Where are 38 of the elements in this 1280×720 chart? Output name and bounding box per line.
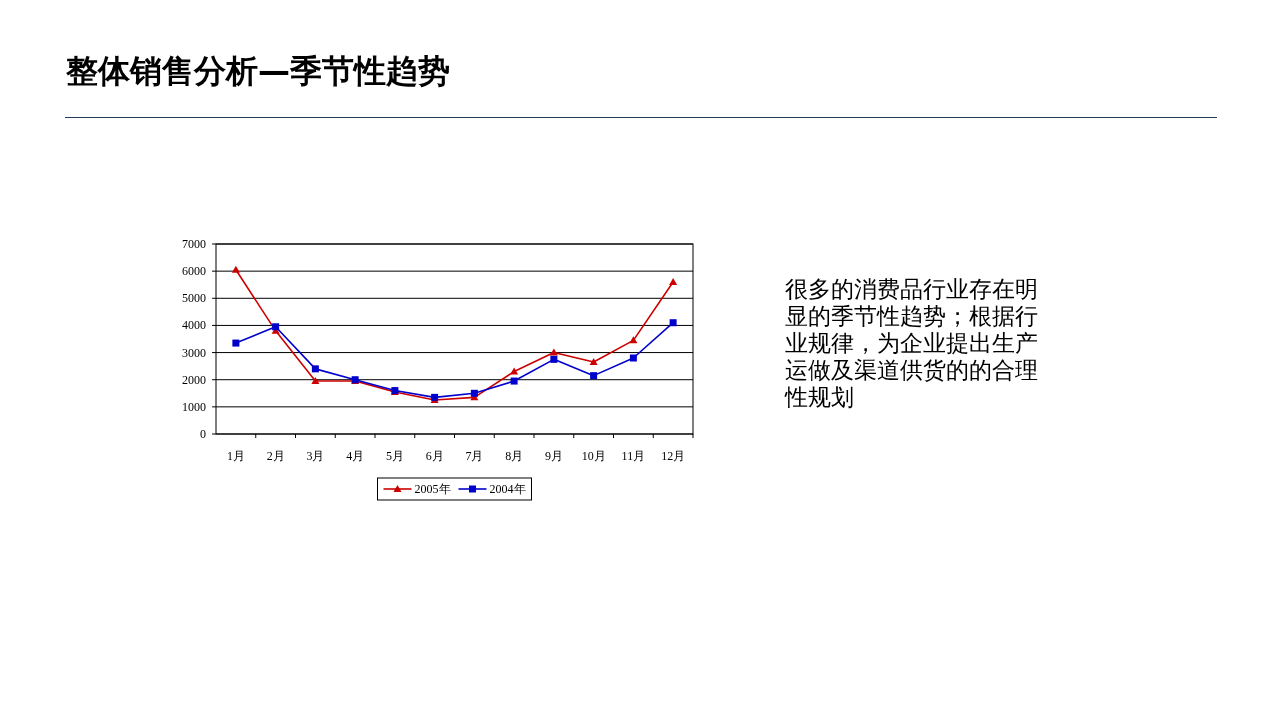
x-tick-label: 9月 (544, 449, 563, 463)
x-tick-label: 2月 (266, 449, 285, 463)
x-tick-label: 11月 (621, 449, 646, 463)
text: 很多的消费品行业存在明显的季节性趋势；根据行业规律，为企业提出生产运做及渠道供货的的合理性规划 (785, 276, 1039, 411)
point (510, 377, 518, 385)
point (549, 348, 558, 356)
point (311, 377, 320, 385)
y-tick-label: 5000 (182, 291, 206, 306)
point (231, 265, 240, 273)
point (589, 358, 598, 366)
x-tick-label: 12月 (661, 449, 686, 463)
point (510, 367, 519, 375)
y-tick-label: 2000 (182, 372, 206, 387)
point (232, 339, 240, 347)
legend-label: 2005年 (414, 482, 451, 496)
y-tick-label: 7000 (182, 237, 206, 251)
x-tick-label: 8月 (505, 449, 524, 463)
x-tick-label: 1月 (226, 449, 245, 463)
x-tick-label: 10月 (581, 449, 606, 463)
chart-title: 整体销售分析—季节性趋势 (66, 51, 450, 92)
point (550, 355, 558, 363)
y-tick-label: 3000 (182, 345, 206, 360)
x-tick-label: 4月 (346, 449, 365, 463)
point (669, 319, 677, 327)
point (311, 365, 319, 373)
x-tick-label: 6月 (425, 449, 444, 463)
point (470, 389, 478, 397)
point (669, 278, 678, 285)
y-tick-label: 1000 (182, 399, 206, 414)
x-tick-label: 7月 (465, 449, 484, 463)
y-tick-label: 6000 (182, 264, 206, 279)
y-tick-label: 0 (200, 427, 206, 441)
point (629, 354, 637, 362)
legend-label: 2004年 (489, 482, 526, 496)
x-tick-label: 3月 (306, 449, 325, 463)
point (590, 372, 598, 380)
x-tick-label: 5月 (385, 449, 404, 463)
y-tick-label: 4000 (182, 318, 206, 333)
